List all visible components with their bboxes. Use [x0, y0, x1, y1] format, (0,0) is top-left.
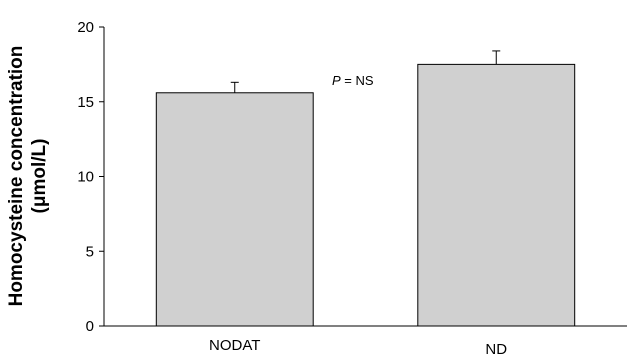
- x-category-label: ND: [485, 341, 507, 358]
- p-value-text: = NS: [341, 73, 374, 88]
- y-axis-label-line2: (μmol/L): [29, 139, 50, 214]
- p-value-annotation: P = NS: [332, 73, 374, 88]
- p-symbol: P: [332, 73, 341, 88]
- x-category-label: NODAT: [209, 337, 260, 354]
- y-tick-label: 15: [77, 94, 94, 111]
- y-tick-label: 0: [86, 318, 94, 335]
- y-tick-label: 10: [77, 169, 94, 186]
- plot-area: 0 5 10 15 20 NODAT ND: [77, 19, 627, 358]
- bar-nd: [417, 63, 576, 327]
- y-axis-label-line1: Homocysteine concentration: [6, 46, 27, 307]
- y-tick-label: 20: [77, 19, 94, 36]
- y-tick-label: 5: [86, 243, 94, 260]
- bar-nodat: [155, 92, 314, 327]
